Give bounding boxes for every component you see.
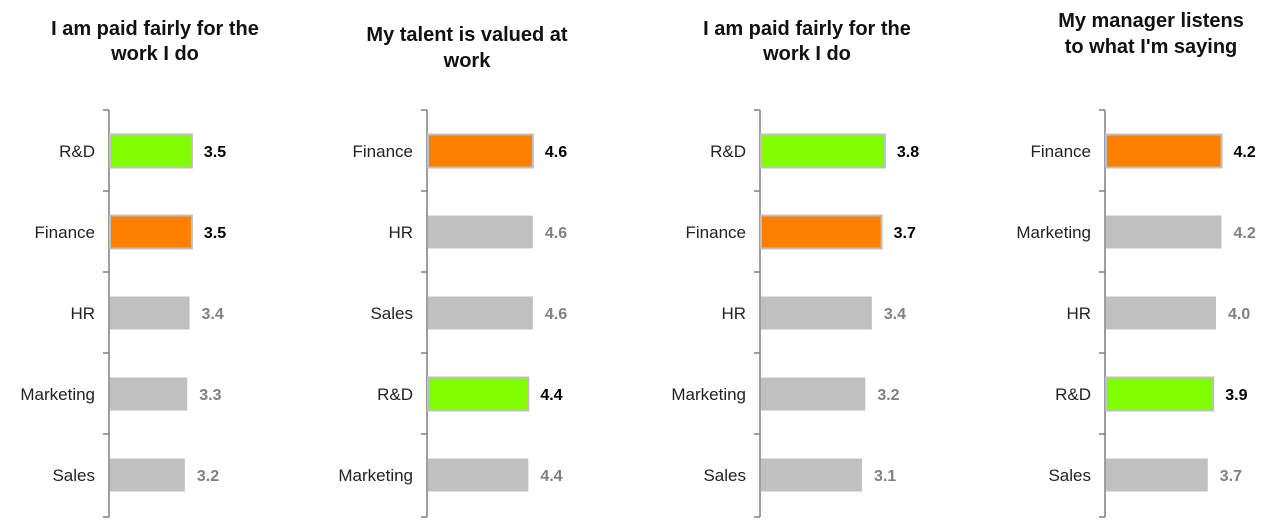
value-label: 4.6 [545,144,567,161]
value-label: 4.0 [1228,306,1250,323]
chart-title-line: work I do [762,43,851,65]
value-label: 4.6 [545,306,567,323]
value-label: 3.1 [874,468,896,485]
bar [761,296,872,330]
bar [1106,296,1216,330]
value-label: 4.4 [540,468,562,485]
value-label: 4.4 [540,387,562,404]
chart-1: I am paid fairly for the work I do R&D 3.5 F… [20,18,259,518]
chart-title: My talent is valued at work [366,24,568,72]
bar [1106,215,1222,249]
category-label: Marketing [1016,223,1091,242]
value-label: 3.9 [1225,387,1247,404]
category-label: Marketing [338,466,413,485]
value-label: 4.2 [1234,144,1256,161]
bar [1105,376,1215,412]
category-label: Finance [686,223,746,242]
category-label: Sales [370,304,413,323]
category-label: Marketing [20,385,95,404]
chart-title: I am paid fairly for the work I do [51,18,259,65]
bar [427,133,534,169]
chart-title-line: I am paid fairly for the [703,18,911,40]
value-label: 3.7 [1220,468,1242,485]
bar [761,458,863,492]
value-label: 3.2 [877,387,899,404]
bar [1105,133,1223,169]
bar [427,376,530,412]
category-label: Sales [1048,466,1091,485]
bar [428,296,533,330]
value-label: 3.4 [202,306,224,323]
category-label: Marketing [671,385,746,404]
bar [110,458,185,492]
chart-title: My manager listens to what I'm saying [1058,10,1244,58]
chart-title-line: My talent is valued at [366,24,568,46]
bar [760,214,883,250]
chart-title-line: to what I'm saying [1065,36,1238,58]
bar [1106,458,1208,492]
bar [110,377,188,411]
chart-4: My manager listens to what I'm saying Fina… [1016,10,1256,518]
value-label: 4.6 [545,225,567,242]
category-label: Finance [1031,142,1091,161]
chart-title-line: work I do [110,43,199,65]
category-label: R&D [59,142,95,161]
category-label: HR [1066,304,1091,323]
bar [109,133,193,169]
bar [428,215,533,249]
category-label: HR [388,223,413,242]
category-label: Finance [353,142,413,161]
category-label: R&D [710,142,746,161]
value-label: 3.7 [894,225,916,242]
bar [110,296,190,330]
category-label: HR [70,304,95,323]
chart-2: My talent is valued at work Finance 4.6 HR 4.… [338,24,568,518]
chart-title-line: I am paid fairly for the [51,18,259,40]
value-label: 4.2 [1234,225,1256,242]
value-label: 3.5 [204,225,226,242]
category-label: R&D [377,385,413,404]
category-label: Sales [52,466,95,485]
value-label: 3.2 [197,468,219,485]
bar [760,133,886,169]
bar [761,377,866,411]
chart-title-line: My manager listens [1058,10,1244,32]
category-label: HR [721,304,746,323]
chart-title: I am paid fairly for the work I do [703,18,911,65]
category-label: Sales [703,466,746,485]
category-label: Finance [35,223,95,242]
bar [428,458,529,492]
value-label: 3.3 [199,387,221,404]
chart-title-line: work [443,50,492,72]
category-label: R&D [1055,385,1091,404]
chart-3: I am paid fairly for the work I do R&D 3.8 F… [671,18,919,518]
value-label: 3.8 [897,144,919,161]
value-label: 3.4 [884,306,906,323]
value-label: 3.5 [204,144,226,161]
bar [109,214,193,250]
